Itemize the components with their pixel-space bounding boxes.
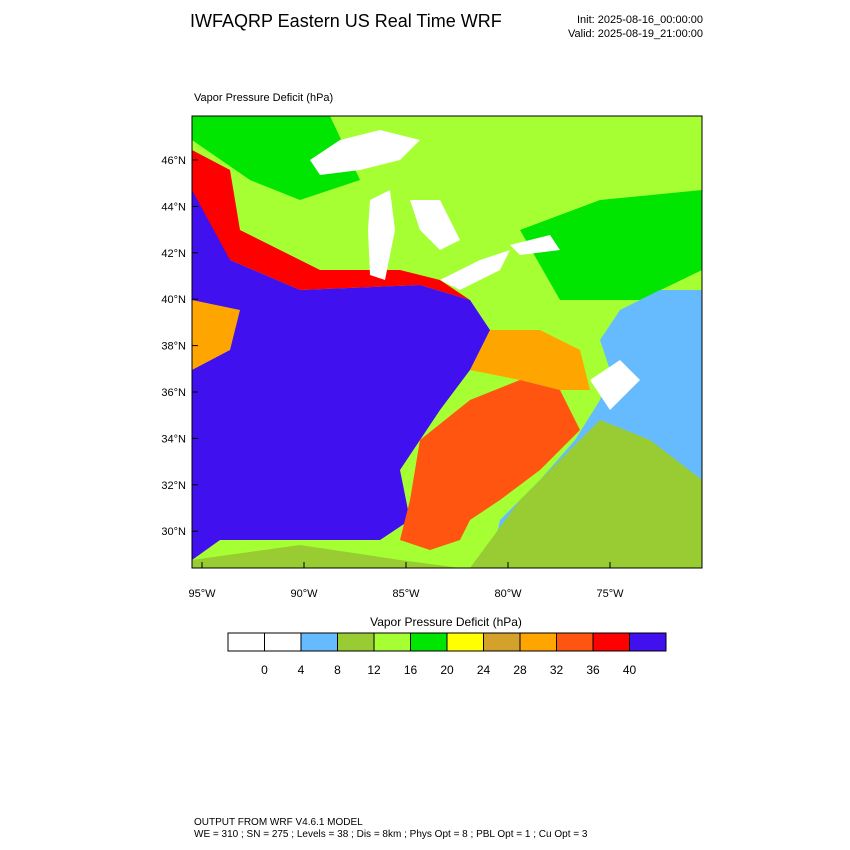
lat-label: 44°N xyxy=(161,201,186,213)
colorbar-box xyxy=(446,632,484,652)
map-frame xyxy=(191,115,703,569)
colorbar-label: 20 xyxy=(440,663,454,677)
colorbar-label: 24 xyxy=(477,663,491,677)
region xyxy=(400,380,580,550)
axes: 46°N 44°N 42°N 40°N 38°N 36°N 34°N 32°N 30°N 95°W… xyxy=(161,155,624,600)
lon-label: 85°W xyxy=(392,588,420,600)
lake xyxy=(410,200,460,250)
colorbar-label: 40 xyxy=(623,663,637,677)
colorbar-box xyxy=(592,632,630,652)
colorbar-box xyxy=(373,632,411,652)
lat-label: 40°N xyxy=(161,294,186,306)
footer-line: OUTPUT FROM WRF V4.6.1 MODEL xyxy=(194,817,363,828)
init-time: Init: 2025-08-16_00:00:00 xyxy=(577,14,703,26)
region xyxy=(192,150,470,300)
footer-line: WE = 310 ; SN = 275 ; Levels = 38 ; Dis … xyxy=(194,829,588,840)
lake xyxy=(310,130,420,175)
lat-label: 42°N xyxy=(161,248,186,260)
lat-label: 46°N xyxy=(161,155,186,167)
valid-time: Valid: 2025-08-19_21:00:00 xyxy=(568,28,703,40)
colorbar-box xyxy=(519,632,557,652)
lon-label: 80°W xyxy=(494,588,522,600)
colorbar-label: 4 xyxy=(298,663,305,677)
colorbar-title: Vapor Pressure Deficit (hPa) xyxy=(370,615,522,629)
colorbar-label: 8 xyxy=(334,663,341,677)
colorbar-box xyxy=(264,632,302,652)
ocean-patch xyxy=(590,360,640,410)
lake xyxy=(510,235,560,255)
lon-label: 75°W xyxy=(596,588,624,600)
colorbar-box xyxy=(227,632,265,652)
lat-label: 38°N xyxy=(161,341,186,353)
lat-label: 34°N xyxy=(161,433,186,445)
lake xyxy=(440,250,510,290)
title: IWFAQRP Eastern US Real Time WRF xyxy=(190,11,502,31)
colorbar-box xyxy=(337,632,375,652)
colorbar-label: 0 xyxy=(261,663,268,677)
region xyxy=(192,190,490,560)
lat-label: 30°N xyxy=(161,526,186,538)
lat-label: 36°N xyxy=(161,387,186,399)
map-title: Vapor Pressure Deficit (hPa) xyxy=(194,92,333,104)
map xyxy=(191,115,703,569)
colorbar-box xyxy=(629,632,667,652)
colorbar-label: 32 xyxy=(550,663,564,677)
region xyxy=(520,190,702,300)
lat-label: 32°N xyxy=(161,480,186,492)
gulf xyxy=(192,545,460,568)
colorbar-box xyxy=(483,632,521,652)
colorbar-label: 12 xyxy=(367,663,381,677)
lon-label: 95°W xyxy=(188,588,216,600)
lon-label: 90°W xyxy=(290,588,318,600)
colorbar-box xyxy=(556,632,594,652)
colorbar-label: 16 xyxy=(404,663,418,677)
colorbar-box xyxy=(300,632,338,652)
lake xyxy=(368,190,395,280)
colorbar: 0 4 8 12 16 20 24 28 32 36 40 xyxy=(227,632,667,677)
ocean xyxy=(470,420,702,568)
colorbar-label: 28 xyxy=(513,663,527,677)
region xyxy=(470,330,590,390)
region xyxy=(192,116,360,200)
colorbar-label: 36 xyxy=(586,663,600,677)
colorbar-box xyxy=(410,632,448,652)
